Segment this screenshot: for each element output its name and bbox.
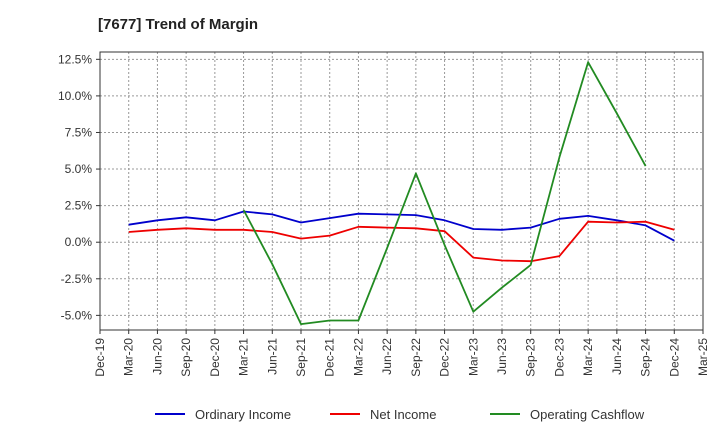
legend-layer: Ordinary Income Net Income Operating Cashf… <box>155 407 645 422</box>
x-tick-label: Mar-24 <box>581 338 595 376</box>
x-tick-label: Jun-21 <box>265 338 279 375</box>
x-tick-label: Mar-23 <box>466 338 480 376</box>
x-tick-label: Dec-24 <box>667 338 681 377</box>
y-tick-label: 2.5% <box>65 199 93 213</box>
x-tick-label: Sep-23 <box>524 338 538 377</box>
y-tick-label: 12.5% <box>58 52 92 66</box>
x-tick-label: Dec-22 <box>438 338 452 377</box>
x-tick-label: Jun-22 <box>380 338 394 375</box>
series-line-operating-cashflow <box>242 61 647 326</box>
x-tick-label: Jun-20 <box>150 338 164 375</box>
series-layer <box>128 61 675 326</box>
legend-label-net-income: Net Income <box>370 407 436 422</box>
y-tick-label: -2.5% <box>61 272 93 286</box>
x-tick-label: Mar-22 <box>351 338 365 376</box>
series-line-ordinary-income <box>128 210 675 242</box>
x-tick-label: Mar-20 <box>122 338 136 376</box>
x-tick-label: Mar-25 <box>696 338 710 376</box>
x-tick-label: Sep-24 <box>639 338 653 377</box>
x-tick-label: Sep-20 <box>179 338 193 377</box>
y-tick-label: 7.5% <box>65 125 93 139</box>
x-tick-label: Jun-23 <box>495 338 509 375</box>
axis-layer: Dec-19 Mar-20 Jun-20 Sep-20 Dec-20 Mar-21 Jun-… <box>58 52 710 376</box>
y-tick-label: 5.0% <box>65 162 93 176</box>
x-tick-label: Sep-22 <box>409 338 423 377</box>
series-line-net-income <box>128 220 675 263</box>
y-tick-label: 0.0% <box>65 235 93 249</box>
x-tick-label: Dec-21 <box>323 338 337 377</box>
grid-layer <box>100 52 703 330</box>
chart-title: [7677] Trend of Margin <box>98 16 259 33</box>
plot-frame <box>99 51 704 331</box>
x-tick-label: Sep-21 <box>294 338 308 377</box>
y-tick-label: 10.0% <box>58 89 92 103</box>
x-tick-label: Dec-23 <box>552 338 566 377</box>
x-tick-label: Dec-19 <box>93 338 107 377</box>
legend-label-operating-cashflow: Operating Cashflow <box>530 407 645 422</box>
x-tick-label: Jun-24 <box>610 338 624 375</box>
legend-label-ordinary-income: Ordinary Income <box>195 407 291 422</box>
x-tick-label: Dec-20 <box>208 338 222 377</box>
x-tick-label: Mar-21 <box>237 338 251 376</box>
y-tick-label: -5.0% <box>61 308 93 322</box>
